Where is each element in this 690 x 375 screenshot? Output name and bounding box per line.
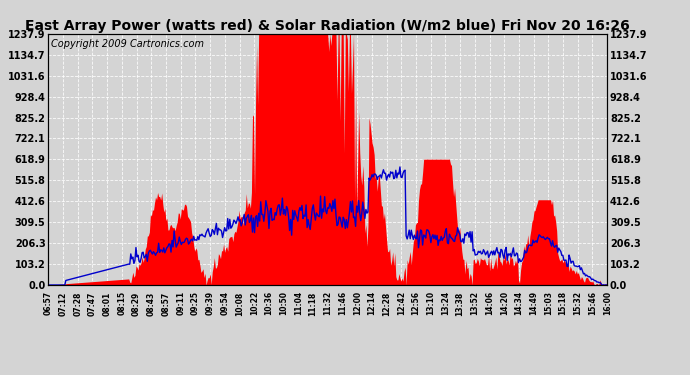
Title: East Array Power (watts red) & Solar Radiation (W/m2 blue) Fri Nov 20 16:26: East Array Power (watts red) & Solar Rad… bbox=[26, 19, 630, 33]
Text: Copyright 2009 Cartronics.com: Copyright 2009 Cartronics.com bbox=[51, 39, 204, 49]
